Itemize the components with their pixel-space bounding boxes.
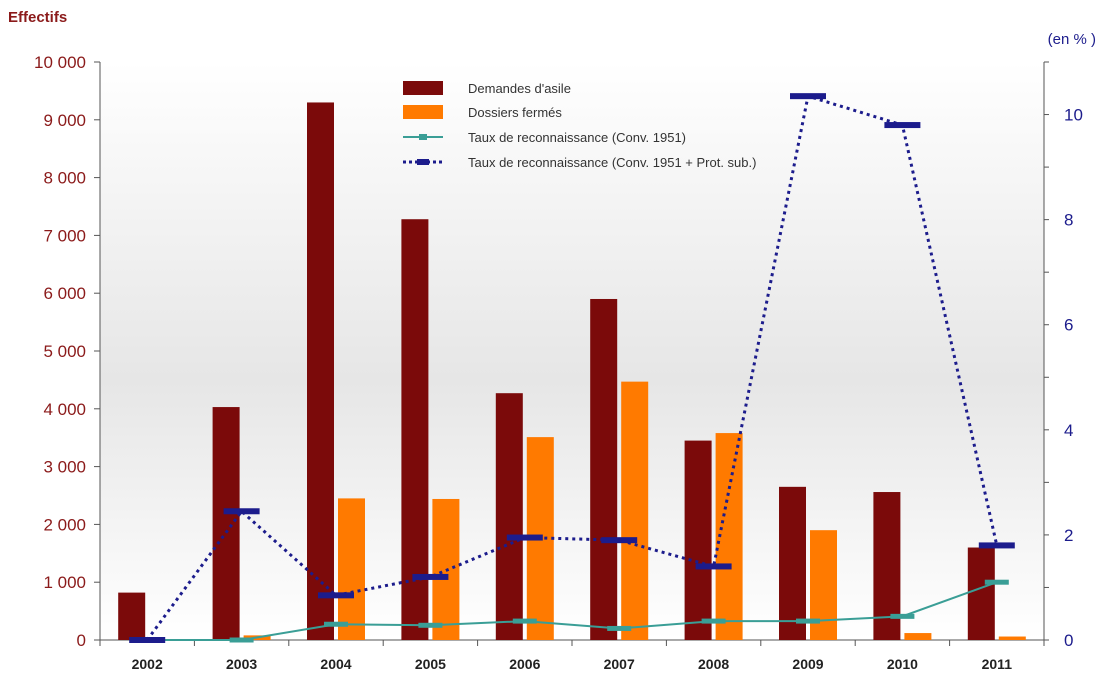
x-tick-label: 2011 [982, 656, 1013, 672]
legend-label: Demandes d'asile [468, 81, 571, 96]
right-axis-title: (en % ) [1048, 31, 1096, 48]
left-tick-label: 3 000 [43, 458, 86, 477]
left-tick-label: 6 000 [43, 284, 86, 303]
x-tick-label: 2010 [887, 656, 918, 672]
bar-dossiers [904, 633, 932, 640]
x-tick-label: 2002 [132, 656, 163, 672]
point-taux-conv-prot [790, 93, 826, 100]
bar-demandes [967, 547, 995, 640]
point-taux-conv [890, 613, 915, 619]
x-tick-label: 2003 [226, 656, 257, 672]
right-tick-label: 10 [1064, 106, 1083, 125]
point-taux-conv-prot [601, 537, 638, 544]
x-tick-label: 2008 [698, 656, 729, 672]
point-taux-conv-prot [223, 508, 260, 515]
legend-swatch [403, 81, 443, 95]
point-taux-conv [796, 618, 820, 624]
bar-demandes [212, 407, 240, 640]
legend-label: Dossiers fermés [468, 105, 562, 120]
point-taux-conv [512, 618, 537, 624]
bar-demandes [401, 219, 429, 640]
point-taux-conv [607, 625, 632, 631]
bar-demandes [495, 393, 523, 640]
bar-dossiers [621, 381, 649, 640]
left-tick-label: 1 000 [43, 573, 86, 592]
line-taux-conv [147, 581, 998, 641]
bar-demandes [779, 486, 806, 640]
line-taux-conv-prot [145, 94, 999, 641]
bar-demandes [684, 440, 712, 640]
bar-dossiers [998, 636, 1026, 640]
x-tick-label: 2006 [509, 656, 540, 672]
bar-demandes [590, 298, 618, 640]
point-taux-conv [984, 579, 1009, 585]
point-taux-conv-prot [129, 637, 166, 643]
bar-dossiers [338, 498, 365, 640]
point-taux-conv-prot [318, 592, 354, 599]
point-taux-conv-prot [978, 542, 1015, 549]
left-tick-label: 4 000 [43, 400, 86, 419]
bar-demandes [307, 102, 334, 640]
right-tick-label: 8 [1064, 211, 1073, 230]
legend-marker [417, 159, 429, 165]
right-tick-label: 6 [1064, 316, 1073, 335]
point-taux-conv [229, 637, 254, 643]
bar-demandes [118, 592, 146, 640]
left-tick-label: 7 000 [43, 226, 86, 245]
x-tick-label: 2005 [415, 656, 446, 672]
legend-label: Taux de reconnaissance (Conv. 1951 + Pro… [468, 155, 756, 170]
right-tick-label: 2 [1064, 526, 1073, 545]
point-taux-conv-prot [506, 534, 543, 541]
left-tick-label: 10 000 [34, 53, 86, 72]
x-tick-label: 2007 [604, 656, 635, 672]
right-tick-label: 0 [1064, 631, 1073, 650]
right-tick-label: 4 [1064, 421, 1073, 440]
point-taux-conv-prot [884, 122, 921, 129]
left-tick-label: 8 000 [43, 169, 86, 188]
plot-area [100, 62, 1044, 640]
legend-swatch [403, 105, 443, 119]
point-taux-conv [701, 618, 726, 624]
x-tick-label: 2009 [792, 656, 823, 672]
point-taux-conv [418, 622, 443, 628]
left-tick-label: 2 000 [43, 515, 86, 534]
left-tick-label: 5 000 [43, 342, 86, 361]
x-tick-label: 2004 [320, 656, 351, 672]
legend-label: Taux de reconnaissance (Conv. 1951) [468, 130, 686, 145]
legend-marker [419, 134, 427, 140]
left-tick-label: 9 000 [43, 111, 86, 130]
left-tick-label: 0 [77, 631, 86, 650]
point-taux-conv [324, 621, 348, 627]
left-axis-title: Effectifs [8, 9, 67, 26]
point-taux-conv-prot [412, 573, 449, 580]
point-taux-conv-prot [695, 563, 732, 570]
